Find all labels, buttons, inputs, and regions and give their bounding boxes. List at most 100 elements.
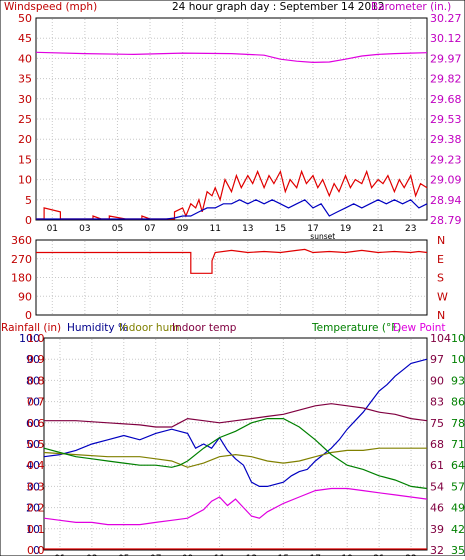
rainfall-tick-label: 0.1 [27,523,45,536]
right-tick-label: 29.53 [430,113,462,126]
left-tick-label: 70 [26,396,40,409]
rainfall-tick-label: 0.4 [27,459,45,472]
indoor-temp-axis-label: Indoor temp [172,322,237,334]
right-tick-label: 54 [430,480,444,493]
left-tick-label: 90 [26,353,40,366]
left-tick-label: 5 [25,194,32,207]
series-line-indoor-hum [43,447,427,468]
right-tick-label: 32 [430,544,444,556]
right-tick-label: 39 [430,523,444,536]
right-tick-label: 90 [430,374,444,387]
x-tick-label: 07 [144,224,155,234]
right-tick-label: 42 [451,523,465,536]
left-tick-label: 20 [18,133,32,146]
rainfall-tick-label: 0.0 [27,544,45,556]
x-tick-label: 13 [242,224,253,234]
right-tick-label: 100 [451,353,465,366]
left-tick-label: 50 [18,12,32,25]
rainfall-tick-label: 0.2 [27,502,45,515]
x-tick-label: 17 [307,224,318,234]
series-line-humidity [43,358,428,487]
left-tick-label: 40 [18,52,32,65]
right-tick-label: 30.12 [430,32,462,45]
right-tick-label: N [437,309,445,322]
right-tick-label: 64 [451,459,465,472]
right-tick-label: 28.79 [430,214,462,227]
right-tick-label: 83 [430,396,444,409]
left-tick-label: 10 [18,174,32,187]
rainfall-axis-label: Rainfall (in) [1,322,61,334]
rainfall-tick-label: 0.6 [27,417,45,430]
left-tick-label: 30 [18,93,32,106]
right-tick-label: S [437,272,444,285]
temperature-axis-label: Temperature (°F) [311,322,401,334]
left-tick-label: 0 [25,214,32,227]
right-tick-label: 29.38 [430,133,462,146]
right-tick-label: 78 [451,417,465,430]
right-tick-label: 29.09 [430,174,462,187]
humidity-axis-label: Humidity % [67,322,128,334]
left-tick-label: 360 [11,234,32,247]
right-tick-label: 93 [451,374,465,387]
rainfall-tick-label: 1.0 [27,332,45,345]
rainfall-tick-label: 0.7 [27,396,45,409]
x-tick-label: 03 [79,224,90,234]
right-tick-label: 29.97 [430,52,462,65]
left-tick-label: 80 [26,374,40,387]
x-tick-label: 11 [209,224,220,234]
left-tick-label: 0 [33,544,40,556]
sunset-marker: sunset [310,232,335,241]
x-tick-label: 01 [47,224,58,234]
right-tick-label: 29.82 [430,73,462,86]
x-tick-label: 05 [112,224,123,234]
x-tick-label: 15 [275,224,286,234]
series-line-gust [36,169,428,220]
series-line-temperature [43,418,428,490]
right-tick-label: 107 [451,332,465,345]
left-tick-label: 15 [18,153,32,166]
rainfall-tick-label: 0.9 [27,353,45,366]
series-line-wind [36,199,428,220]
left-tick-label: 0 [25,309,32,322]
left-tick-label: 100 [19,332,40,345]
indoor-hum-axis-label: Indoor hum [119,322,179,334]
series-line-barometer [35,51,428,64]
right-tick-label: 104 [430,332,451,345]
left-tick-label: 20 [26,502,40,515]
right-tick-label: E [437,253,444,266]
rainfall-tick-label: 0.3 [27,480,45,493]
right-tick-label: 57 [451,480,465,493]
x-tick-label: 23 [405,224,416,234]
left-tick-label: 50 [26,438,40,451]
x-tick-label: 09 [177,224,189,234]
left-tick-label: 30 [26,480,40,493]
left-tick-label: 40 [26,459,40,472]
left-tick-label: 180 [11,272,32,285]
right-tick-label: 28.94 [430,194,462,207]
right-tick-label: 75 [430,417,444,430]
series-line-indoor-temp [44,403,428,428]
barometer-axis-label: Barometer (in.) [371,1,451,13]
dew-point-axis-label: Dew Point [393,322,446,334]
left-tick-label: 35 [18,73,32,86]
right-tick-label: N [437,234,445,247]
left-tick-label: 45 [18,32,32,45]
right-tick-label: 29.68 [430,93,462,106]
right-tick-label: 86 [451,396,465,409]
left-tick-label: 10 [26,523,40,536]
x-tick-label: 19 [340,224,352,234]
graph-title: 24 hour graph day : September 14 2012 [172,1,384,13]
x-tick-label: 21 [372,224,383,234]
right-tick-label: 30.27 [430,12,462,25]
rainfall-tick-label: 0.5 [27,438,45,451]
left-tick-label: 60 [26,417,40,430]
right-tick-label: 46 [430,502,444,515]
right-tick-label: 71 [451,438,465,451]
windspeed-axis-label: Windspeed (mph) [4,1,97,13]
right-tick-label: 49 [451,502,465,515]
right-tick-label: 61 [430,459,444,472]
series-line-direction [36,248,428,274]
